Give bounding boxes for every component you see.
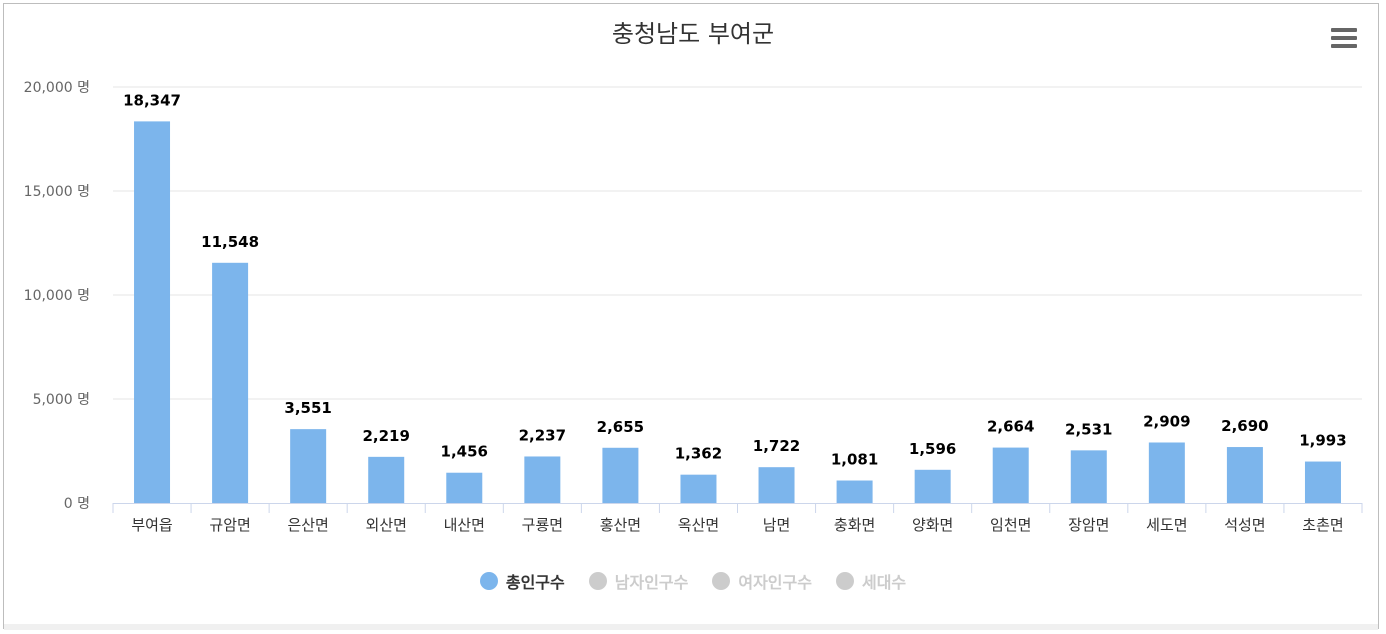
legend-label: 총인구수 bbox=[505, 573, 565, 592]
bar bbox=[212, 262, 249, 503]
data-label: 1,362 bbox=[675, 445, 722, 463]
x-tick-label: 장암면 bbox=[1068, 516, 1109, 534]
x-tick-label: 석성면 bbox=[1224, 516, 1265, 534]
legend-item-female-population[interactable]: 여자인구수 bbox=[712, 569, 812, 593]
bar bbox=[134, 121, 171, 504]
legend-marker-icon bbox=[588, 572, 607, 590]
x-tick-label: 옥산면 bbox=[678, 516, 719, 534]
bar bbox=[1226, 447, 1263, 503]
bar bbox=[1070, 450, 1107, 503]
y-tick-label: 0 명 bbox=[64, 496, 90, 512]
x-tick-label: 규암면 bbox=[209, 516, 250, 534]
x-tick-label: 임천면 bbox=[990, 516, 1031, 534]
bar bbox=[758, 467, 795, 503]
data-label: 1,081 bbox=[831, 451, 878, 469]
data-label: 2,690 bbox=[1221, 417, 1268, 435]
data-label: 2,664 bbox=[987, 418, 1034, 436]
data-label: 1,722 bbox=[753, 437, 800, 455]
legend-marker-icon bbox=[712, 572, 731, 590]
bar bbox=[290, 429, 327, 503]
bar bbox=[914, 469, 951, 503]
bar bbox=[836, 480, 873, 503]
x-tick-label: 외산면 bbox=[366, 516, 407, 534]
data-label: 1,596 bbox=[909, 440, 956, 458]
bar bbox=[368, 456, 405, 503]
data-label: 2,531 bbox=[1065, 420, 1112, 438]
legend-marker-icon bbox=[479, 572, 498, 590]
x-tick-label: 세도면 bbox=[1146, 516, 1187, 534]
data-label: 1,993 bbox=[1299, 432, 1346, 450]
data-label: 2,909 bbox=[1143, 412, 1190, 430]
data-label: 18,347 bbox=[123, 91, 181, 109]
x-tick-label: 충화면 bbox=[834, 516, 875, 534]
hamburger-menu-icon bbox=[1331, 28, 1357, 32]
legend-item-households[interactable]: 세대수 bbox=[835, 569, 907, 593]
y-tick-label: 20,000 명 bbox=[24, 80, 90, 96]
x-tick-label: 양화면 bbox=[912, 516, 953, 534]
data-label: 2,655 bbox=[597, 418, 644, 436]
x-tick-label: 초촌면 bbox=[1302, 516, 1343, 534]
legend-marker-icon bbox=[835, 572, 854, 590]
x-tick-label: 홍산면 bbox=[600, 516, 641, 534]
bar bbox=[446, 472, 483, 503]
chart-title: 충청남도 부여군 bbox=[611, 20, 775, 48]
chart-bottom-strip bbox=[4, 624, 1378, 630]
chart-legend: 총인구수 남자인구수 여자인구수 세대수 bbox=[0, 568, 1386, 594]
hamburger-menu-icon-bar bbox=[1331, 44, 1357, 48]
x-tick-label: 은산면 bbox=[287, 516, 328, 534]
y-tick-label: 10,000 명 bbox=[24, 288, 90, 304]
legend-label: 남자인구수 bbox=[614, 573, 689, 592]
bar bbox=[680, 474, 717, 503]
legend-item-male-population[interactable]: 남자인구수 bbox=[588, 569, 689, 593]
chart-menu-button[interactable] bbox=[1326, 24, 1360, 54]
data-label: 2,237 bbox=[519, 426, 566, 444]
data-label: 11,548 bbox=[201, 233, 259, 251]
data-label: 1,456 bbox=[441, 443, 488, 461]
legend-item-total-population[interactable]: 총인구수 bbox=[479, 569, 565, 593]
legend-label: 세대수 bbox=[861, 573, 907, 592]
bar bbox=[602, 447, 639, 503]
x-tick-label: 구룡면 bbox=[522, 516, 563, 534]
bar bbox=[1148, 442, 1185, 503]
x-tick-label: 내산면 bbox=[444, 516, 485, 534]
x-tick-label: 부여읍 bbox=[131, 516, 172, 534]
hamburger-menu-icon-bar bbox=[1331, 36, 1357, 40]
data-label: 2,219 bbox=[362, 427, 409, 445]
legend-label: 여자인구수 bbox=[738, 573, 812, 592]
bar bbox=[1304, 461, 1341, 503]
bar bbox=[524, 456, 561, 503]
bar bbox=[992, 447, 1029, 503]
data-label: 3,551 bbox=[284, 399, 331, 417]
y-tick-label: 5,000 명 bbox=[33, 392, 90, 408]
x-tick-label: 남면 bbox=[763, 516, 791, 534]
y-tick-label: 15,000 명 bbox=[24, 184, 90, 200]
